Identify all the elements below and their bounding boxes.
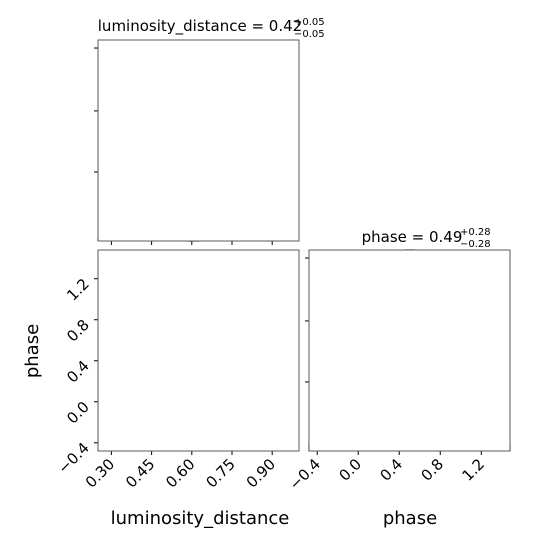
phase-title-sub: −0.28 — [460, 239, 491, 250]
y-tick-label: −0.4 — [54, 439, 92, 477]
x-tick-label: 0.0 — [335, 455, 365, 485]
luminosity-distance-hist-panel — [94, 39, 300, 245]
y-tick-label: 0.4 — [63, 357, 93, 387]
x-tick-label: 0.4 — [376, 455, 406, 485]
x-tick-label: 0.90 — [243, 455, 279, 491]
luminosity-distance-title: luminosity_distance = 0.42 — [98, 17, 302, 36]
luminosity-distance-title-sup: +0.05 — [294, 17, 325, 28]
y-tick-label: 1.2 — [63, 275, 93, 305]
x-axis-label-phase: phase — [383, 508, 437, 529]
x-tick-label: 0.60 — [162, 455, 198, 491]
x-tick-label: 0.75 — [202, 455, 238, 491]
phase-title: phase = 0.49 — [362, 228, 463, 246]
x-tick-label: 0.30 — [82, 455, 118, 491]
phase-title-sup: +0.28 — [460, 227, 491, 238]
x-tick-label: 0.45 — [122, 455, 158, 491]
luminosity-distance-title-sub: −0.05 — [294, 29, 325, 40]
x-tick-label: −0.4 — [286, 455, 324, 493]
y-tick-label: 0.0 — [63, 398, 93, 428]
x-tick-label: 0.8 — [417, 455, 447, 485]
x-tick-label: 1.2 — [459, 455, 489, 485]
y-tick-label: 0.8 — [63, 316, 93, 346]
x-axis-label-luminosity-distance: luminosity_distance — [111, 508, 290, 529]
y-axis-label-phase: phase — [22, 324, 43, 378]
phase-hist-panel: −0.4 0.0 0.4 0.8 1.2 — [286, 249, 511, 494]
phase-vs-luminosity-2d-panel: 0.30 0.45 0.60 0.75 0.90 −0.4 0.0 0.4 0.8 1.2 — [54, 249, 300, 491]
